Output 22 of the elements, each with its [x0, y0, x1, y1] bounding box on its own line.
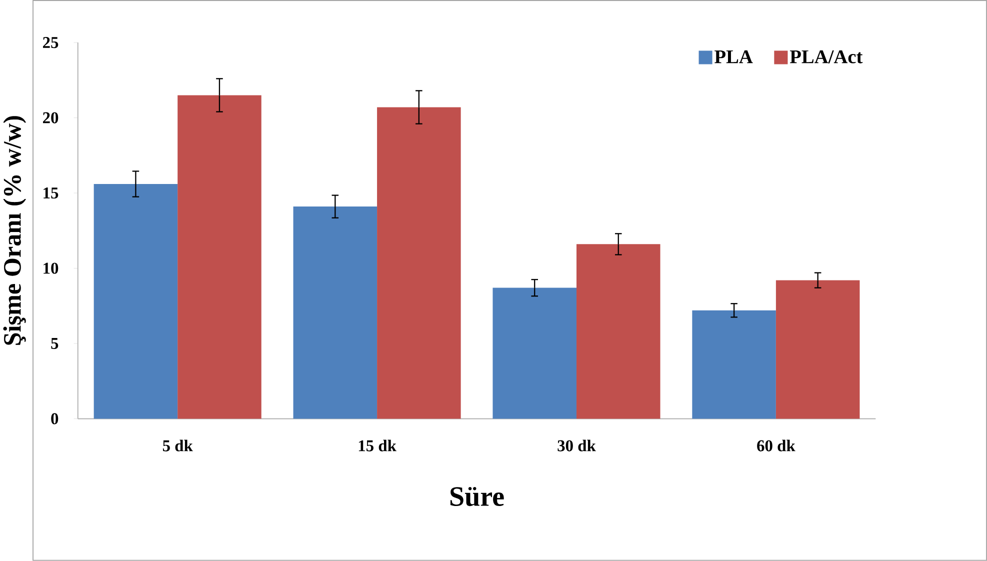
x-tick-label: 15 dk [358, 440, 396, 452]
bar [576, 244, 660, 419]
bar [692, 310, 776, 419]
x-tick-label: 30 dk [558, 440, 596, 452]
legend-label: PLA/Act [790, 50, 863, 64]
bar [178, 95, 262, 419]
y-tick-label: 10 [44, 262, 58, 274]
bar [94, 184, 178, 419]
bar [492, 288, 576, 419]
legend-label: PLA [714, 50, 753, 64]
x-tick-label: 60 dk [757, 440, 796, 452]
x-tick-label: 5 dk [162, 440, 193, 452]
bar [377, 107, 461, 419]
y-tick-label: 0 [51, 413, 58, 424]
y-tick-label: 20 [43, 112, 58, 124]
bar [293, 206, 378, 419]
y-tick-label: 15 [44, 188, 58, 199]
y-tick-label: 5 [51, 338, 58, 350]
y-tick-label: 25 [43, 37, 58, 48]
y-axis-title: Şişme Oranı (% w/w) [3, 116, 26, 345]
bar [776, 280, 860, 419]
x-axis-title: Süre [450, 487, 504, 506]
